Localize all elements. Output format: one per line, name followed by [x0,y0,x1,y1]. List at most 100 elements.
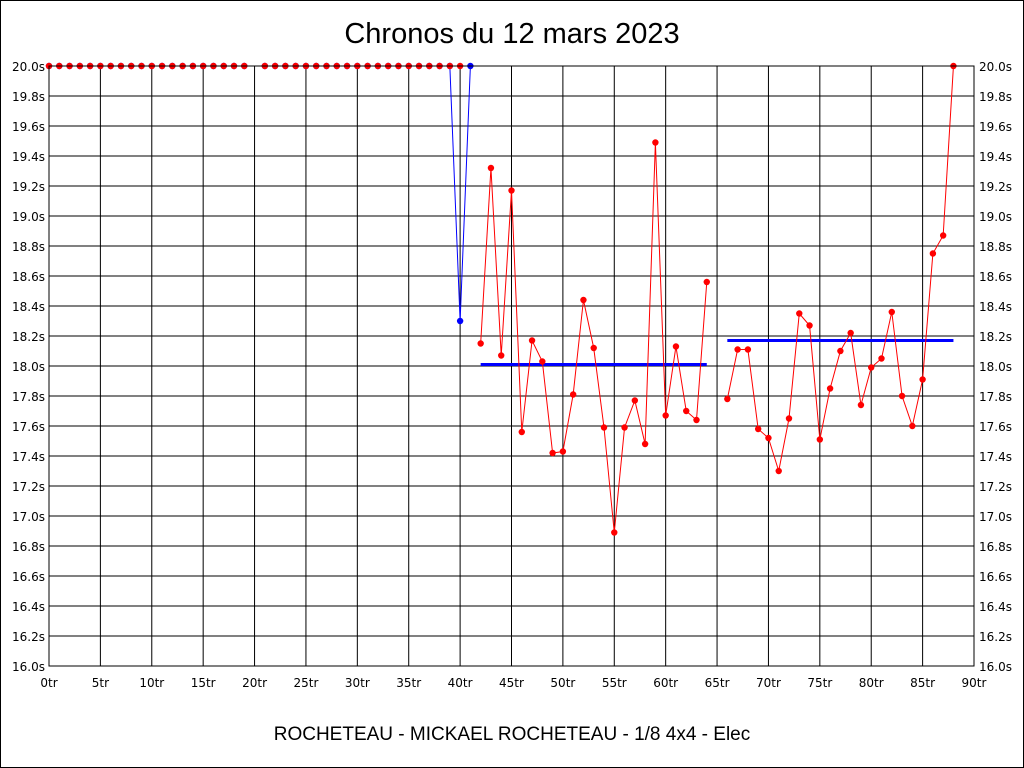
y-tick-label: 18.0s [12,360,45,374]
series-line [264,65,471,322]
y-tick-label-right: 17.6s [979,420,1012,434]
y-tick-label-right: 18.2s [979,330,1012,344]
y-tick-label-right: 18.6s [979,270,1012,284]
x-tick-label: 85tr [910,676,935,690]
x-tick-label: 25tr [293,676,318,690]
x-tick-label: 75tr [807,676,832,690]
y-tick-label: 17.6s [12,420,45,434]
y-tick-label: 20.0s [12,60,45,74]
data-point [754,425,762,433]
y-tick-label: 18.2s [12,330,45,344]
y-tick-label: 16.0s [12,660,45,674]
data-point [703,278,710,286]
x-tick-label: 30tr [345,676,370,690]
data-point [683,407,690,415]
y-tick-label-right: 16.4s [979,600,1012,614]
x-tick-label: 80tr [859,676,884,690]
y-tick-label-right: 18.0s [979,360,1012,374]
series-line [726,65,954,472]
chart-title: Chronos du 12 mars 2023 [344,18,679,50]
y-tick-label-right: 17.0s [979,510,1012,524]
data-point [652,139,659,146]
data-point [693,416,700,424]
data-point [456,317,464,325]
data-point [487,164,495,172]
y-tick-label: 16.4s [12,600,45,614]
data-point [806,322,813,329]
y-tick-label-right: 16.2s [979,630,1012,644]
data-point [857,401,865,409]
data-point [569,391,577,398]
y-tick-label-right: 17.4s [979,450,1012,464]
y-tick-label: 16.8s [12,540,45,554]
data-point [796,310,803,317]
y-tick-label: 18.6s [12,270,45,284]
data-point [559,448,567,455]
data-point [919,376,926,383]
x-tick-label: 15tr [191,676,216,690]
y-tick-label-right: 18.8s [979,240,1012,254]
y-tick-label-right: 19.8s [979,90,1012,104]
y-tick-label: 18.4s [12,300,45,314]
x-tick-label: 70tr [756,676,781,690]
y-axis-left: 16.0s 16.2s 16.4s 16.6s 16.8s 17.0s 17.2s 17.4s… [12,60,45,674]
y-tick-label-right: 16.6s [979,570,1012,584]
x-tick-label: 45tr [499,676,524,690]
x-tick-label: 20tr [242,676,267,690]
y-tick-label: 17.0s [12,510,45,524]
y-tick-label: 17.4s [12,450,45,464]
y-tick-label-right: 20.0s [979,60,1012,74]
y-tick-label: 19.6s [12,120,45,134]
x-tick-label: 55tr [602,676,627,690]
data-point [641,440,649,448]
y-tick-label: 19.0s [12,210,45,224]
data-point [672,343,680,350]
data-point [621,424,628,431]
data-point [539,358,546,365]
x-tick-label: 5tr [92,676,109,690]
data-point [477,340,484,347]
data-point [549,449,556,457]
data-point [662,412,669,419]
data-point [775,467,782,475]
data-point [744,346,752,353]
y-tick-label: 17.8s [12,390,45,404]
data-point [631,397,639,404]
y-axis-right: 16.0s 16.2s 16.4s 16.6s 16.8s 17.0s 17.2s 17.4s… [979,60,1012,674]
x-tick-label: 10tr [139,676,164,690]
data-point [909,422,916,430]
series-line [480,142,708,533]
x-tick-label: 0tr [40,676,57,690]
y-tick-label-right: 19.2s [979,180,1012,194]
x-tick-label: 60tr [653,676,678,690]
y-tick-label-right: 18.4s [979,300,1012,314]
y-tick-label-right: 16.8s [979,540,1012,554]
data-point [929,250,937,257]
data-point [600,424,608,431]
y-tick-label: 16.6s [12,570,45,584]
y-tick-label-right: 19.0s [979,210,1012,224]
data-point [826,385,834,392]
data-point [724,395,731,403]
y-tick-label-right: 16.0s [979,660,1012,674]
y-tick-label: 17.2s [12,480,45,494]
data-point [898,392,906,400]
data-point [878,355,885,362]
data-point [847,329,854,337]
data-point [518,428,525,436]
data-point [816,436,824,443]
average-lines [480,339,954,366]
y-tick-label-right: 17.2s [979,480,1012,494]
y-tick-label: 19.4s [12,150,45,164]
data-point [837,347,844,355]
data-point [785,415,793,422]
plot-border [48,65,975,667]
y-tick-label-right: 19.4s [979,150,1012,164]
data-point [580,296,587,304]
x-tick-label: 90tr [962,676,987,690]
data-point [939,232,947,239]
x-tick-label: 65tr [705,676,730,690]
data-point [734,346,741,353]
chart-subtitle: ROCHETEAU - MICKAEL ROCHETEAU - 1/8 4x4 … [274,724,751,745]
